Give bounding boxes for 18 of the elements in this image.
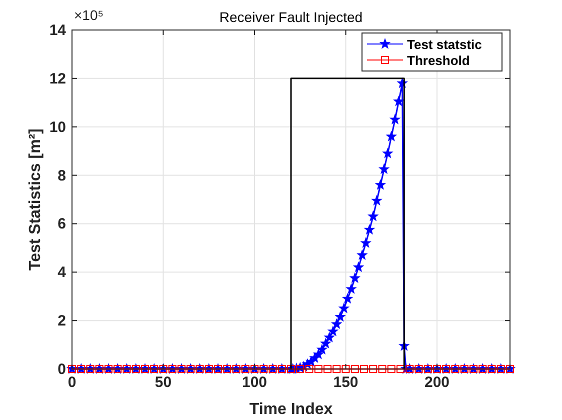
chart-title: Receiver Fault Injected [219, 9, 363, 25]
x-tick-label: 200 [424, 374, 450, 391]
y-tick-label: 8 [58, 167, 66, 184]
legend-label: Test statstic [407, 37, 482, 52]
text: ×10⁵ [74, 7, 104, 23]
y-tick-label: 4 [58, 264, 67, 282]
y-tick-label: 2 [58, 312, 66, 330]
x-axis-title: Time Index [249, 401, 333, 418]
y-tick-label: 14 [49, 22, 67, 39]
y-tick-label: 0 [58, 361, 66, 378]
y-tick-label: 10 [49, 118, 66, 136]
y-axis-title: Test Statistics [m²] [27, 128, 44, 270]
y-tick-label: 6 [58, 216, 66, 233]
x-tick-label: 100 [242, 374, 268, 391]
x-tick-label: 50 [154, 374, 172, 391]
x-tick-label: 150 [333, 374, 358, 391]
y-tick-label: 12 [49, 70, 66, 88]
legend-label: Threshold [407, 53, 470, 68]
